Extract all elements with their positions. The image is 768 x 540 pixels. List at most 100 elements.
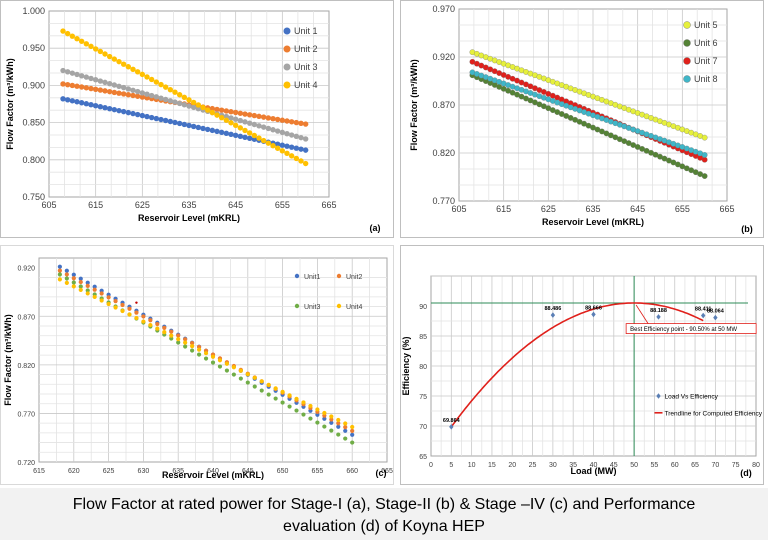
data-point-unit-4 bbox=[116, 58, 122, 65]
legend-label: Unit 2 bbox=[294, 44, 318, 54]
data-point-unit-1 bbox=[251, 136, 258, 142]
data-point-unit4 bbox=[134, 315, 139, 321]
data-point-unit4 bbox=[162, 330, 167, 335]
data-point-unit1 bbox=[71, 272, 76, 277]
chart-panel-c: 615 620 625 630 635 640 645 650 655 660 665 0.720 0.… bbox=[0, 245, 394, 485]
data-point-unit-1 bbox=[246, 135, 253, 141]
y-tick-label: 70 bbox=[419, 424, 427, 431]
data-point-unit-1 bbox=[293, 145, 300, 151]
data-point-unit2 bbox=[350, 428, 355, 434]
data-point-unit-2 bbox=[130, 92, 136, 99]
data-point-unit4 bbox=[148, 322, 153, 328]
data-point-unit3 bbox=[231, 372, 236, 377]
data-point-unit-4 bbox=[298, 158, 304, 164]
legend-label: Trendline for Computed Efficiency bbox=[665, 410, 763, 417]
data-point-unit2 bbox=[329, 417, 334, 422]
legend-label: Load Vs Efficiency bbox=[665, 394, 719, 401]
data-point-unit2 bbox=[183, 337, 188, 342]
y-tick-label: 90 bbox=[419, 304, 427, 311]
data-point-unit-1 bbox=[298, 146, 304, 152]
y-axis-label: Efficiency (%) bbox=[401, 336, 411, 395]
legend-marker bbox=[656, 393, 661, 399]
data-point-unit2 bbox=[92, 287, 97, 292]
data-point-unit2 bbox=[57, 268, 62, 273]
data-point-unit-1 bbox=[302, 147, 309, 153]
data-point-unit-1 bbox=[158, 116, 164, 123]
data-point-unit1 bbox=[78, 276, 83, 281]
legend-marker bbox=[336, 303, 342, 309]
data-point-unit3 bbox=[350, 440, 355, 445]
data-point-unit-2 bbox=[260, 114, 267, 120]
data-point-unit-1 bbox=[102, 104, 108, 111]
data-point-unit-3 bbox=[130, 87, 136, 93]
data-point-unit4 bbox=[71, 284, 76, 289]
data-point-unit-2 bbox=[106, 88, 113, 95]
data-point-unit-1 bbox=[218, 129, 225, 136]
data-point-unit-3 bbox=[153, 94, 160, 100]
annotation-text: Best Efficiency point - 90.50% at 50 MW bbox=[630, 327, 737, 333]
data-point-load-efficiency bbox=[591, 311, 596, 318]
data-point-unit3 bbox=[329, 428, 334, 433]
x-tick-label: 635 bbox=[172, 468, 184, 475]
data-point-unit-1 bbox=[181, 121, 188, 128]
data-point-unit-4 bbox=[125, 64, 132, 70]
data-point-unit-2 bbox=[256, 113, 262, 120]
data-point-unit-4 bbox=[251, 132, 258, 139]
data-point-unit-4 bbox=[64, 30, 71, 37]
data-point-unit3 bbox=[315, 420, 320, 425]
data-point-unit-4 bbox=[200, 104, 206, 111]
x-tick-label: 615 bbox=[496, 204, 511, 214]
data-point-unit2 bbox=[64, 272, 69, 277]
x-tick-label: 635 bbox=[585, 204, 600, 214]
data-point-unit-1 bbox=[232, 132, 239, 139]
data-point-unit-2 bbox=[265, 115, 272, 121]
x-tick-label: 655 bbox=[675, 204, 690, 214]
data-point-unit-3 bbox=[162, 96, 169, 103]
data-point-unit-3 bbox=[111, 82, 118, 88]
data-point-unit4 bbox=[329, 414, 334, 419]
data-point-unit-2 bbox=[60, 81, 66, 87]
legend-label: Unit 6 bbox=[694, 38, 718, 48]
x-tick-label: 620 bbox=[68, 468, 80, 475]
data-point-unit3 bbox=[176, 340, 181, 345]
y-tick-label: 0.970 bbox=[432, 4, 455, 14]
data-point-unit-1 bbox=[64, 97, 71, 103]
data-point-unit-3 bbox=[106, 80, 113, 87]
data-point-unit4 bbox=[176, 337, 181, 342]
data-point-unit2 bbox=[162, 325, 167, 330]
data-point-unit-4 bbox=[74, 36, 80, 42]
data-point-unit4 bbox=[85, 291, 90, 296]
x-tick-label: 80 bbox=[752, 462, 760, 469]
chart-panel-b: 605 615 625 635 645 655 665 0.770 0.820 0.870 0.92… bbox=[400, 0, 764, 238]
y-axis-label: Flow Factor (m³/kWh) bbox=[5, 58, 15, 150]
data-point-unit-3 bbox=[265, 125, 272, 132]
data-point-unit1 bbox=[329, 420, 334, 425]
data-point-unit-4 bbox=[270, 142, 276, 149]
data-point-unit4 bbox=[287, 393, 292, 398]
data-point-unit4 bbox=[113, 305, 118, 310]
data-point-unit3 bbox=[85, 288, 90, 293]
x-tick-label: 665 bbox=[719, 204, 734, 214]
legend-label: Unit1 bbox=[304, 274, 320, 281]
data-point-unit-4 bbox=[246, 130, 253, 136]
y-tick-label: 0.820 bbox=[432, 148, 455, 158]
data-point-unit-5 bbox=[701, 134, 708, 141]
data-point-unit-1 bbox=[83, 101, 90, 107]
y-tick-label: 0.800 bbox=[22, 155, 45, 165]
x-tick-label: 25 bbox=[529, 462, 537, 469]
data-point-unit4 bbox=[169, 333, 174, 338]
data-label: 88.486 bbox=[544, 306, 561, 312]
data-point-unit-1 bbox=[162, 117, 169, 124]
panel-label: (c) bbox=[376, 468, 387, 478]
caption-band bbox=[0, 488, 768, 540]
data-point-unit4 bbox=[294, 396, 299, 402]
data-point-unit-4 bbox=[111, 56, 118, 62]
data-point-unit3 bbox=[57, 272, 62, 277]
data-point-unit4 bbox=[336, 417, 341, 423]
data-point-unit4 bbox=[57, 277, 62, 282]
y-tick-label: 65 bbox=[419, 454, 427, 461]
data-point-unit-2 bbox=[83, 85, 90, 91]
y-tick-label: 75 bbox=[419, 394, 427, 401]
data-point-unit-3 bbox=[270, 127, 276, 133]
data-point-unit-1 bbox=[106, 105, 113, 112]
